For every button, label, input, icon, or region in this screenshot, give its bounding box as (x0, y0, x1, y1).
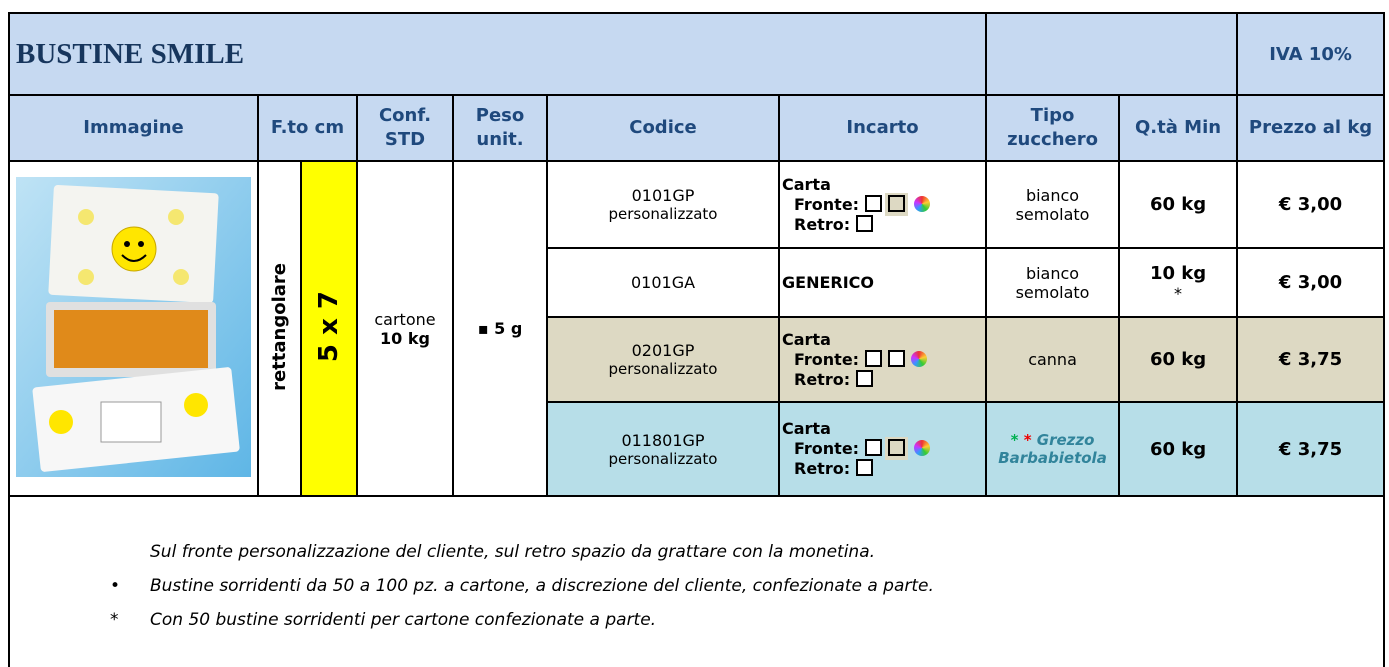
code-note: personalizzato (608, 205, 718, 223)
checkbox (888, 439, 906, 456)
code-cell: 0201GP personalizzato (546, 316, 780, 403)
note-text: Con 50 bustine sorridenti per cartone co… (150, 610, 657, 630)
highlight (885, 192, 909, 216)
row: 0201GP personalizzato Carta Fronte: Retro: … (9, 316, 1386, 403)
front: Fronte: (794, 349, 860, 369)
paper: Carta (782, 329, 831, 349)
back: Retro: (794, 369, 851, 389)
row: 011801GP personalizzato Carta Fronte: Retro… (9, 401, 1386, 497)
notes-row: Sul fronte personalizzazione del cliente… (7, 495, 1386, 667)
checkbox (865, 194, 883, 212)
color-icon (914, 440, 931, 456)
price: € 3,00 (1236, 247, 1386, 318)
sugar: Grezzo Barbabietola (998, 431, 1107, 467)
empty-cell (985, 12, 1239, 96)
note: * Con 50 bustine sorridenti per cartone c… (110, 603, 1383, 637)
sugar: bianco semolato (985, 160, 1121, 249)
checkbox (888, 349, 906, 367)
col-header: Peso unit. (452, 94, 548, 162)
header-row: Immagine F.to cm Conf. STD Peso unit. Co… (8, 94, 1386, 162)
price: € 3,75 (1236, 401, 1386, 497)
back: Retro: (794, 459, 851, 478)
col-header: Q.tà Min (1118, 94, 1239, 162)
back: Retro: (794, 214, 851, 234)
sugar-mark: * (1010, 431, 1019, 449)
size: 5 x 7 (314, 290, 344, 363)
highlight (885, 437, 909, 460)
front: Fronte: (794, 194, 860, 214)
qty: 60 kg (1118, 316, 1239, 403)
title-row: BUSTINE SMILE IVA 10% (7, 12, 1386, 96)
checkbox (856, 369, 874, 387)
sugar: bianco semolato (985, 247, 1121, 318)
note-intro: Sul fronte personalizzazione del cliente… (150, 542, 876, 562)
row: rettangolare 5 x 7 cartone 10 kg ▪ 5 g 01… (8, 160, 1386, 497)
conf-qty: 10 kg (380, 328, 430, 348)
code-note: personalizzato (608, 360, 718, 378)
title: BUSTINE SMILE (7, 12, 988, 96)
note-marker: * (110, 610, 119, 630)
col-header: Incarto (777, 94, 988, 162)
sugar-mark: * (1023, 431, 1032, 449)
price-table: BUSTINE SMILE IVA 10% Immagine F.to cm C… (7, 12, 1386, 667)
conf: cartone (374, 309, 436, 329)
col-header: Conf. STD (356, 94, 454, 162)
row: 0101GA GENERICO bianco semolato 10 kg * €… (9, 247, 1386, 318)
price: € 3,75 (1236, 316, 1386, 403)
product-image (16, 176, 251, 477)
vat: IVA 10% (1236, 12, 1386, 96)
code: 0101GP (631, 186, 695, 205)
qty: 60 kg (1118, 401, 1239, 497)
packaging: Carta Fronte: Retro: (777, 316, 988, 403)
shape-cell: rettangolare (257, 160, 302, 497)
note-marker: • (110, 576, 121, 596)
col-header: Immagine (8, 94, 259, 162)
sugar: canna (985, 316, 1121, 403)
qty-note: * (1174, 283, 1183, 303)
paper: Carta (782, 174, 831, 194)
code-cell: 011801GP personalizzato (546, 401, 780, 497)
checkbox (888, 194, 906, 212)
note-text: Bustine sorridenti da 50 a 100 pz. a car… (150, 576, 934, 596)
col-header: F.to cm (257, 94, 358, 162)
code: 011801GP (621, 430, 705, 450)
col-header: Codice (546, 94, 780, 162)
packaging: GENERICO (777, 247, 988, 318)
paper: Carta (782, 419, 831, 438)
qty: 60 kg (1118, 160, 1239, 249)
notes: Sul fronte personalizzazione del cliente… (7, 495, 1386, 667)
code: 0201GP (631, 341, 695, 360)
packaging: Carta Fronte: Retro: (777, 160, 988, 249)
checkbox (865, 439, 883, 456)
packaging: Carta Fronte: Retro: (777, 401, 988, 497)
col-header: Prezzo al kg (1236, 94, 1386, 162)
qty-cell: 10 kg * (1118, 247, 1239, 318)
shape: rettangolare (269, 262, 290, 391)
code-note: personalizzato (608, 449, 718, 468)
front: Fronte: (794, 439, 860, 458)
size-cell: 5 x 7 (300, 160, 358, 497)
weight: ▪ 5 g (452, 160, 548, 497)
color-icon (914, 195, 931, 212)
image-cell (8, 160, 259, 497)
conf-cell: cartone 10 kg (356, 160, 454, 497)
code-cell: 0101GP personalizzato (546, 160, 780, 249)
col-header: Tipo zucchero (985, 94, 1121, 162)
sugar-cell: * * Grezzo Barbabietola (985, 401, 1121, 497)
color-icon (911, 350, 928, 367)
price: € 3,00 (1236, 160, 1386, 249)
code: 0101GA (546, 247, 780, 318)
checkbox (856, 214, 874, 232)
qty: 10 kg (1149, 262, 1207, 284)
note: • Bustine sorridenti da 50 a 100 pz. a ca… (110, 569, 1383, 603)
checkbox (856, 459, 874, 476)
checkbox (865, 349, 883, 367)
